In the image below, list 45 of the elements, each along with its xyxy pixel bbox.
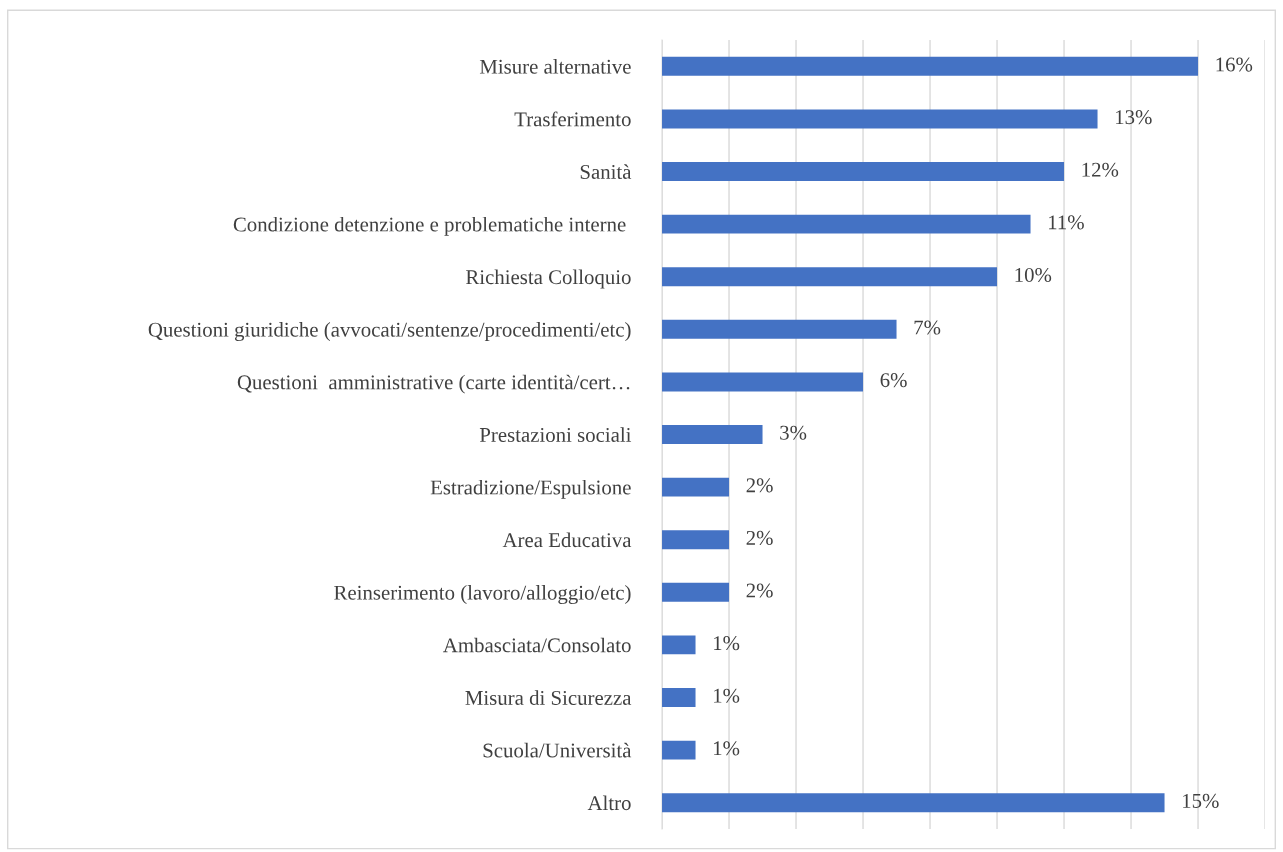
y-tick-label: Ambasciata/Consolato [443, 637, 631, 653]
bar [662, 267, 998, 287]
bar [662, 530, 730, 550]
data-label: 2% [746, 478, 773, 493]
y-tick-label: Misure alternative [479, 59, 631, 74]
bar [662, 372, 864, 392]
bar [662, 319, 897, 339]
bar [662, 635, 696, 655]
y-tick-label: Richiesta Colloquio [465, 269, 631, 289]
y-tick-label: Questioni giuridiche (avvocati/sentenze/procedimenti/etc) [148, 322, 631, 342]
y-tick-label: Questioni amministrative (carte identità/cert… [237, 374, 630, 394]
bar [662, 688, 696, 707]
data-label: 1% [714, 636, 740, 651]
data-label: 1% [714, 741, 740, 756]
data-label: 3% [780, 425, 807, 440]
y-tick-label: Estradizione/Espulsione [430, 479, 631, 499]
data-label: 11% [1049, 215, 1084, 230]
bar [662, 477, 730, 497]
bar [662, 740, 696, 760]
data-label: 6% [880, 373, 907, 388]
data-label: 1% [714, 688, 740, 703]
y-tick-label: Prestazioni sociali [479, 427, 632, 442]
data-label: 16% [1216, 57, 1253, 72]
bar [662, 793, 1165, 813]
bar [662, 56, 1199, 76]
bar [662, 109, 1098, 129]
data-label: 2% [746, 530, 773, 545]
y-tick-label: Trasferimento [514, 111, 631, 127]
data-label: 13% [1116, 110, 1152, 125]
data-label: 2% [746, 583, 773, 598]
data-label: 10% [1015, 267, 1052, 283]
y-tick-label: Reinserimento (lavoro/alloggio/etc) [334, 585, 631, 605]
bar [662, 214, 1031, 234]
data-label: 15% [1183, 793, 1219, 808]
bar [662, 162, 1065, 181]
data-label: 12% [1082, 162, 1119, 177]
y-tick-label: Altro [587, 795, 631, 811]
bar [662, 425, 763, 444]
data-label: 7% [914, 320, 941, 335]
y-tick-label: Misura di Sicurezza [465, 690, 632, 705]
y-tick-label: Area Educativa [502, 532, 632, 548]
y-tick-label: Scuola/Università [483, 742, 632, 758]
y-tick-label: Sanità [580, 164, 632, 179]
y-tick-label: Condizione detenzione e problematiche interne [233, 216, 626, 236]
bar [662, 582, 730, 602]
